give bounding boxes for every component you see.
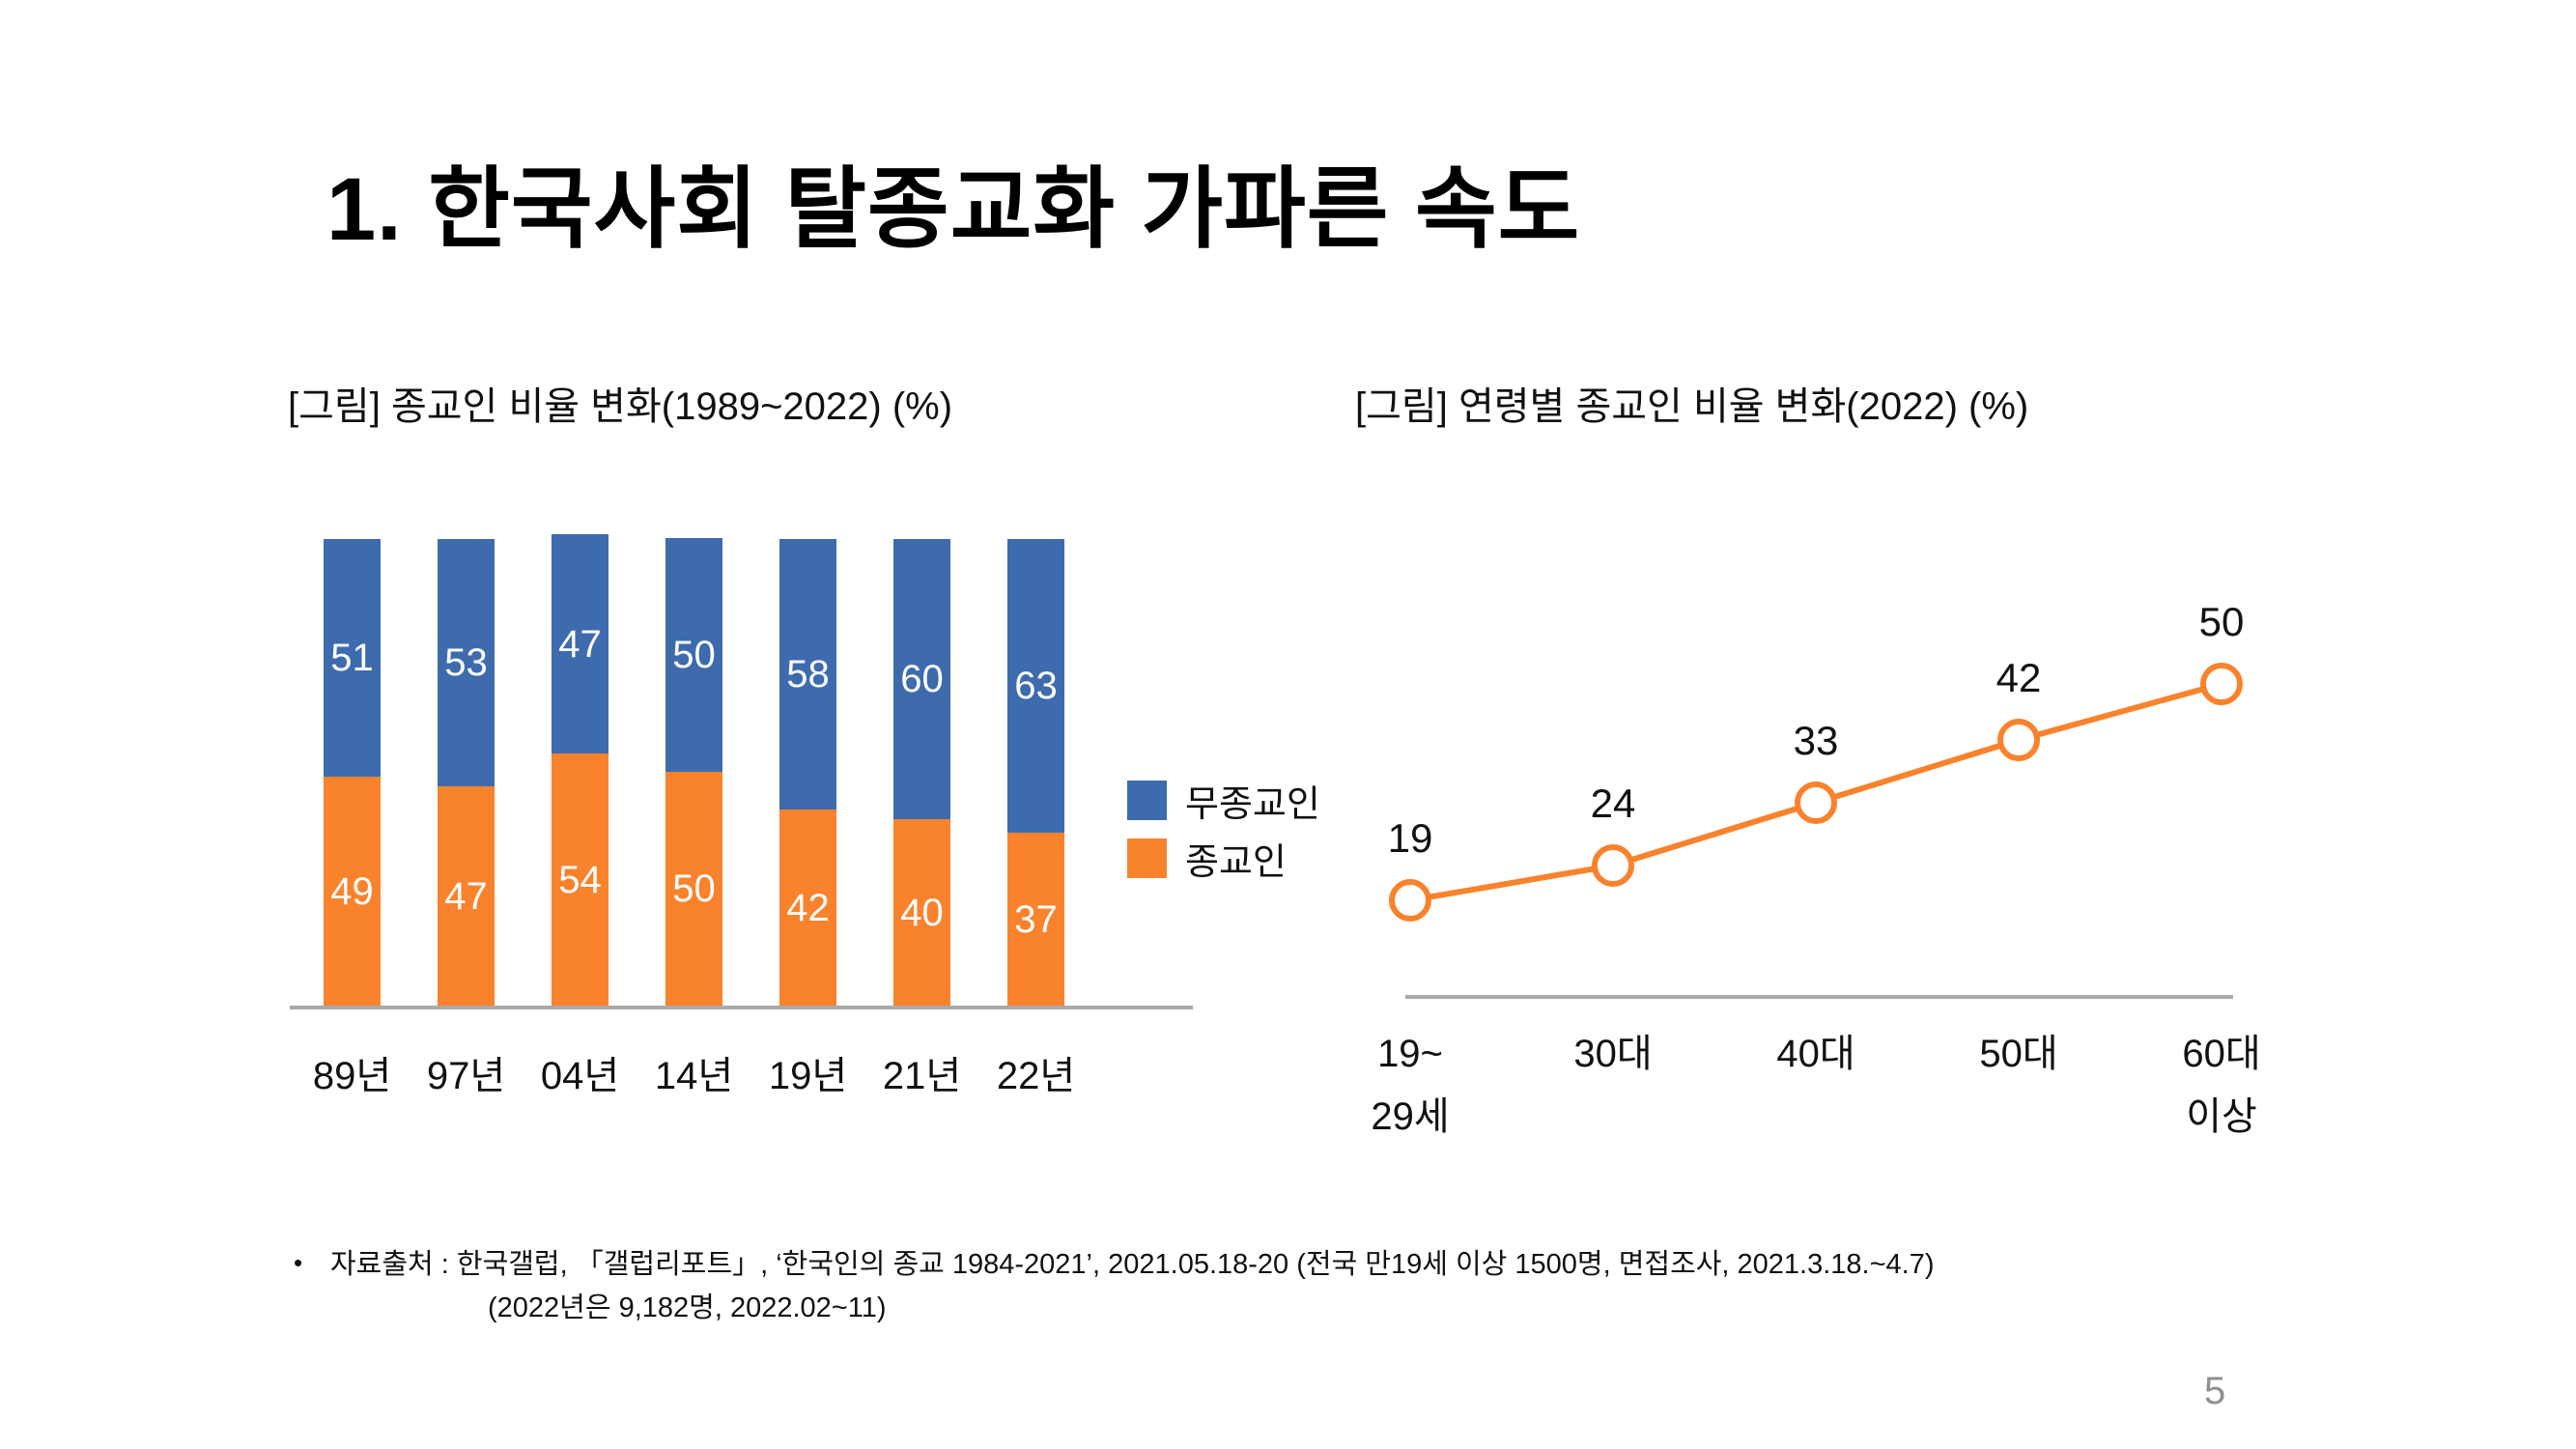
bar-22년: 63 37 <box>1007 539 1064 1006</box>
legend-swatch-orange <box>1127 838 1167 878</box>
bar-value-label: 50 <box>672 867 716 910</box>
point-value-label: 42 <box>1996 655 2042 700</box>
bar-chart-legend: 무종교인 종교인 <box>1127 781 1320 896</box>
bar-value-label: 40 <box>900 891 944 934</box>
footnote-bullet: • <box>294 1248 303 1277</box>
point-value-label: 33 <box>1794 718 1839 763</box>
bar-segment-religious: 50 <box>665 772 722 1006</box>
bar-value-label: 58 <box>786 653 830 696</box>
point-value-label: 19 <box>1388 815 1433 861</box>
bar-segment-religious: 40 <box>893 819 950 1006</box>
legend-label: 무종교인 <box>1185 784 1320 825</box>
point-value-label: 24 <box>1591 781 1636 826</box>
line-x-axis-label: 60대 <box>2182 1033 2260 1075</box>
bar-x-axis-label: 21년 <box>882 1055 962 1097</box>
bar-value-label: 47 <box>444 874 488 918</box>
bar-segment-nonreligious: 51 <box>324 539 381 777</box>
bar-97년: 53 47 <box>438 539 495 1006</box>
bar-segment-nonreligious: 50 <box>665 538 722 772</box>
bar-segment-religious: 54 <box>552 753 609 1006</box>
data-point-marker <box>1592 844 1634 887</box>
point-value-label: 50 <box>2199 599 2245 644</box>
line-x-axis-label: 29세 <box>1371 1095 1449 1138</box>
data-point-marker <box>1389 879 1431 922</box>
data-point-marker <box>2200 663 2243 705</box>
legend-item-religious: 종교인 <box>1127 838 1320 883</box>
bar-segment-nonreligious: 60 <box>893 539 950 819</box>
bar-segment-religious: 49 <box>324 777 381 1006</box>
footnote-source-text: 자료출처 : 한국갤럽, 「갤럽리포트」, ‘한국인의 종교 1984-2021… <box>330 1249 1935 1280</box>
bar-14년: 50 50 <box>665 538 722 1006</box>
line-x-axis-label: 30대 <box>1573 1033 1652 1075</box>
bar-segment-religious: 37 <box>1007 833 1064 1006</box>
bar-chart-x-axis-line <box>290 1006 1193 1009</box>
bar-04년: 47 54 <box>552 534 609 1006</box>
line-x-axis-label: 이상 <box>2186 1095 2257 1138</box>
bar-value-label: 50 <box>672 634 716 676</box>
bar-chart-title: [그림] 종교인 비율 변화(1989~2022) (%) <box>288 385 953 428</box>
bar-value-label: 49 <box>330 869 374 913</box>
bar-value-label: 53 <box>444 641 488 684</box>
bar-x-axis-label: 89년 <box>312 1055 392 1097</box>
bar-x-axis-label: 97년 <box>426 1055 506 1097</box>
bar-segment-nonreligious: 58 <box>779 539 836 810</box>
data-point-marker <box>1795 781 1837 824</box>
bar-value-label: 37 <box>1014 897 1058 941</box>
data-point-marker <box>1997 719 2040 761</box>
legend-item-nonreligious: 무종교인 <box>1127 781 1320 825</box>
bar-19년: 58 42 <box>779 539 836 1006</box>
bar-value-label: 47 <box>558 622 602 666</box>
line-chart-title: [그림] 연령별 종교인 비율 변화(2022) (%) <box>1355 385 2029 428</box>
line-x-axis-label: 19~ <box>1377 1033 1443 1075</box>
legend-swatch-blue <box>1127 781 1167 820</box>
bar-value-label: 63 <box>1014 665 1058 707</box>
bar-segment-nonreligious: 47 <box>552 534 609 753</box>
bar-x-axis-label: 14년 <box>654 1055 734 1097</box>
page-title: 1. 한국사회 탈종교화 가파른 속도 <box>326 160 1581 259</box>
bar-value-label: 60 <box>900 658 944 700</box>
bar-x-axis-label: 22년 <box>996 1055 1076 1097</box>
bar-x-axis-label: 04년 <box>540 1055 620 1097</box>
legend-label: 종교인 <box>1185 842 1287 883</box>
bar-89년: 51 49 <box>324 539 381 1006</box>
line-x-axis-label: 40대 <box>1776 1033 1854 1075</box>
bar-value-label: 54 <box>558 858 602 901</box>
bar-segment-nonreligious: 53 <box>438 539 495 786</box>
bar-21년: 60 40 <box>893 539 950 1006</box>
footnote-source-text-line2: (2022년은 9,182명, 2022.02~11) <box>488 1293 887 1323</box>
page-number: 5 <box>2204 1370 2226 1412</box>
bar-segment-religious: 42 <box>779 810 836 1006</box>
bar-value-label: 51 <box>330 637 374 679</box>
bar-value-label: 42 <box>786 886 830 929</box>
bar-x-axis-label: 19년 <box>768 1055 848 1097</box>
line-x-axis-label: 50대 <box>1979 1033 2057 1075</box>
bar-segment-nonreligious: 63 <box>1007 539 1064 833</box>
bar-chart-plot: 51 49 89년 53 47 97년 47 54 04년 50 50 14년 58 42 19년 60 40 2… <box>290 534 1193 1097</box>
bar-segment-religious: 47 <box>438 786 495 1006</box>
